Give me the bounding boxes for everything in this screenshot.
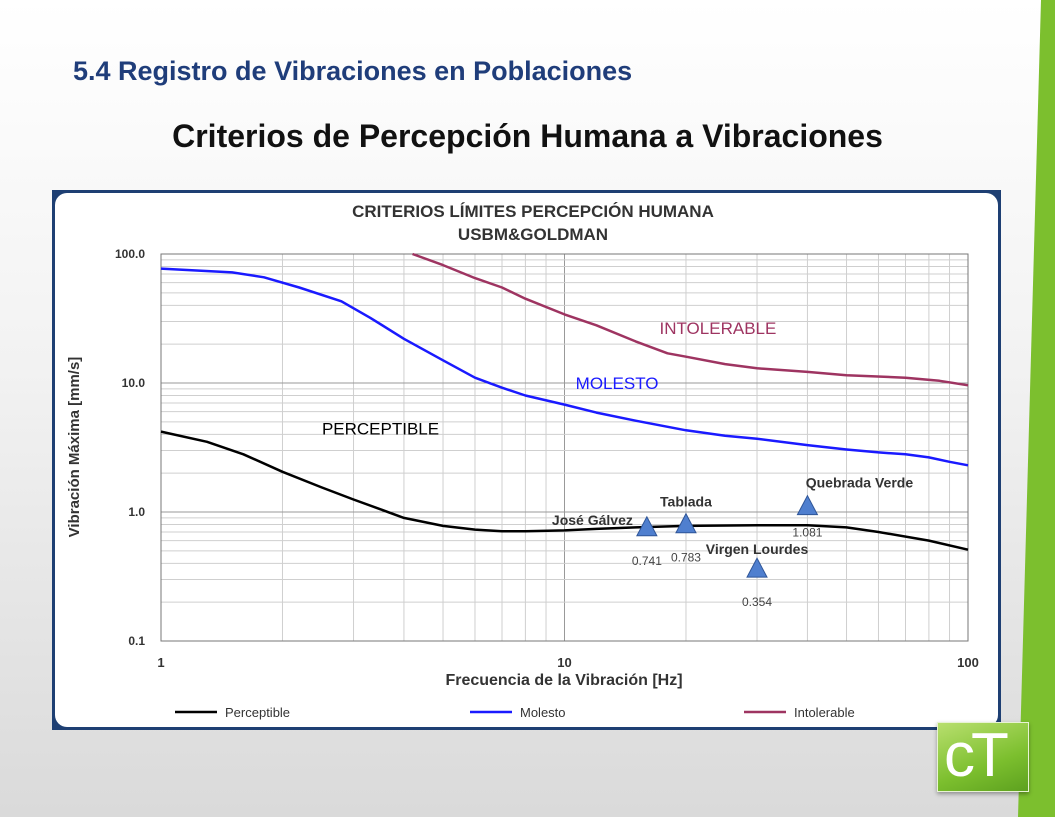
slide-subtitle: Criterios de Percepción Humana a Vibraci… bbox=[172, 118, 883, 154]
legend: Perceptible Molesto Intolerable bbox=[175, 705, 855, 720]
slide-title: 5.4 Registro de Vibraciones en Poblacion… bbox=[73, 56, 633, 86]
marker-value-label: 0.783 bbox=[671, 551, 701, 565]
marker-name-label: José Gálvez bbox=[552, 512, 633, 528]
series-line-intolerable bbox=[412, 252, 969, 387]
series-lines bbox=[160, 252, 969, 551]
marker-triangle bbox=[675, 512, 697, 534]
y-axis-label: Vibración Máxima [mm/s] bbox=[66, 357, 83, 538]
series-line-molesto bbox=[160, 267, 969, 467]
legend-label-molesto: Molesto bbox=[520, 705, 566, 720]
y-tick-label: 1.0 bbox=[128, 505, 145, 519]
logo-mark: cT bbox=[944, 721, 1009, 790]
chart-subtitle: USBM&GOLDMAN bbox=[458, 225, 608, 244]
y-tick-label: 0.1 bbox=[128, 634, 145, 648]
marker-name-label: Tablada bbox=[660, 494, 712, 510]
region-label-intolerable: INTOLERABLE bbox=[659, 319, 776, 338]
chart-panel bbox=[55, 193, 998, 727]
marker-triangle bbox=[796, 494, 819, 516]
marker-value-label: 1.081 bbox=[792, 526, 822, 540]
x-tick-label: 100 bbox=[957, 655, 979, 670]
x-tick-label: 10 bbox=[557, 655, 571, 670]
series-line-perceptible bbox=[160, 430, 969, 551]
marker-triangle bbox=[636, 515, 658, 537]
marker-triangle bbox=[746, 557, 768, 578]
region-label-perceptible: PERCEPTIBLE bbox=[322, 419, 439, 438]
region-labels: PERCEPTIBLE MOLESTO INTOLERABLE bbox=[322, 319, 776, 438]
green-accent-stripe bbox=[1018, 0, 1055, 817]
plot-area bbox=[160, 253, 969, 642]
legend-label-perceptible: Perceptible bbox=[225, 705, 290, 720]
y-tick-label: 10.0 bbox=[122, 376, 146, 390]
region-label-molesto: MOLESTO bbox=[576, 374, 659, 393]
y-tick-label: 100.0 bbox=[115, 247, 145, 261]
marker-name-label: Virgen Lourdes bbox=[706, 541, 809, 557]
marker-value-label: 0.354 bbox=[742, 595, 772, 609]
marker-name-label: Quebrada Verde bbox=[806, 475, 914, 491]
data-markers: 0.741 José Gálvez 0.783 Tablada 0.354 Virgen … bbox=[552, 475, 913, 610]
x-tick-label: 1 bbox=[157, 655, 164, 670]
axis-ticks: 0.1 1.0 10.0 100.0 1 10 100 bbox=[115, 247, 979, 670]
x-axis-label: Frecuencia de la Vibración [Hz] bbox=[445, 672, 682, 689]
ct-logo: cT bbox=[937, 722, 1029, 792]
grid bbox=[160, 253, 969, 642]
marker-value-label: 0.741 bbox=[632, 554, 662, 568]
legend-label-intolerable: Intolerable bbox=[794, 705, 855, 720]
chart-title: CRITERIOS LÍMITES PERCEPCIÓN HUMANA bbox=[352, 202, 714, 221]
